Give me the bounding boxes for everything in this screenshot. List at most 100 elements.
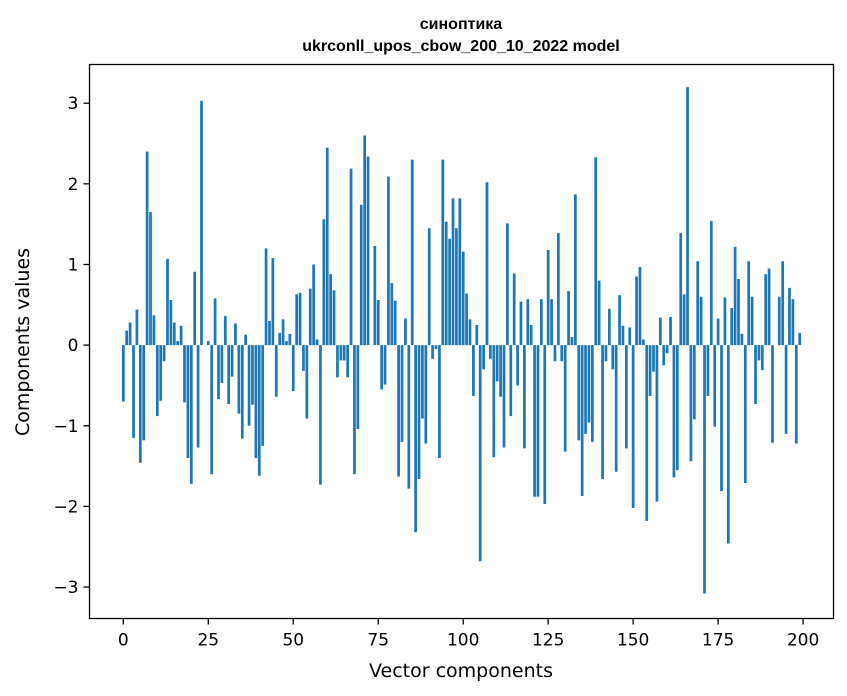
bar bbox=[699, 296, 703, 346]
bar bbox=[570, 337, 574, 346]
bar bbox=[686, 87, 689, 346]
bar bbox=[142, 345, 146, 441]
bar bbox=[121, 345, 125, 402]
bar bbox=[485, 182, 489, 346]
bar bbox=[475, 324, 479, 346]
bar bbox=[665, 345, 669, 354]
bar bbox=[478, 345, 482, 562]
bar bbox=[743, 345, 747, 484]
bar bbox=[750, 296, 754, 346]
bar bbox=[519, 301, 523, 346]
bar bbox=[237, 345, 241, 414]
bar bbox=[356, 345, 360, 429]
bar bbox=[536, 345, 540, 497]
bar bbox=[217, 345, 220, 400]
bar bbox=[672, 345, 676, 478]
y-tick-label: −2 bbox=[53, 497, 78, 517]
bar bbox=[349, 168, 353, 346]
bar bbox=[200, 100, 203, 346]
bar bbox=[387, 176, 390, 346]
bar bbox=[675, 345, 679, 471]
bars-group bbox=[121, 87, 802, 594]
bar bbox=[176, 341, 180, 346]
plot-frame bbox=[88, 63, 835, 620]
bar bbox=[516, 345, 519, 386]
bar bbox=[206, 341, 210, 346]
bar bbox=[679, 233, 683, 346]
bar bbox=[434, 345, 438, 350]
bar bbox=[458, 198, 462, 346]
bar bbox=[302, 345, 305, 371]
bar bbox=[495, 345, 499, 382]
bar bbox=[254, 345, 258, 459]
bar bbox=[526, 299, 530, 346]
bar bbox=[512, 273, 516, 346]
bar bbox=[594, 157, 598, 346]
bar bbox=[329, 274, 333, 346]
bar bbox=[506, 223, 509, 346]
bar bbox=[427, 228, 431, 346]
x-tick-label: 150 bbox=[617, 631, 649, 651]
bar bbox=[390, 283, 394, 346]
y-axis: −3 −2 −1 0 1 2 3 bbox=[53, 94, 90, 598]
bar bbox=[223, 316, 227, 346]
bar bbox=[322, 219, 326, 346]
bar bbox=[132, 345, 135, 438]
x-tick-label: 100 bbox=[447, 631, 479, 651]
bar bbox=[791, 299, 795, 346]
bar bbox=[733, 246, 737, 346]
bar bbox=[597, 280, 601, 346]
bar bbox=[468, 319, 472, 346]
bar bbox=[574, 194, 577, 346]
bar bbox=[417, 345, 421, 479]
bar bbox=[383, 345, 387, 385]
bar bbox=[502, 345, 506, 448]
bar bbox=[740, 333, 744, 346]
bar bbox=[451, 198, 455, 346]
bar bbox=[472, 345, 475, 396]
bar bbox=[189, 345, 193, 484]
bar bbox=[624, 345, 628, 449]
bar bbox=[757, 345, 761, 361]
bar bbox=[580, 345, 584, 496]
bar bbox=[366, 156, 370, 346]
bar bbox=[584, 345, 587, 434]
bar bbox=[308, 288, 312, 346]
x-axis: 0 25 50 75 100 125 150 175 200 bbox=[118, 618, 819, 651]
bar bbox=[155, 345, 159, 417]
bar bbox=[135, 309, 139, 346]
bar bbox=[363, 135, 366, 346]
bar bbox=[720, 345, 723, 492]
x-axis-label: Vector components bbox=[369, 660, 553, 682]
bar bbox=[281, 319, 285, 346]
bar bbox=[689, 345, 693, 462]
bar bbox=[397, 345, 400, 477]
bar bbox=[227, 345, 231, 404]
bar bbox=[193, 271, 197, 346]
bar bbox=[557, 233, 560, 346]
bar bbox=[645, 345, 649, 521]
bar bbox=[274, 345, 278, 397]
bar bbox=[128, 322, 132, 346]
bar bbox=[550, 299, 553, 346]
bar bbox=[251, 345, 254, 405]
chart-title: синоптика bbox=[420, 16, 503, 33]
bar bbox=[271, 258, 275, 346]
bar bbox=[424, 345, 428, 444]
bar bbox=[393, 300, 397, 346]
x-tick-label: 50 bbox=[282, 631, 304, 651]
bar bbox=[523, 345, 526, 449]
bar bbox=[461, 251, 465, 346]
bar bbox=[172, 322, 176, 346]
bar bbox=[764, 274, 768, 346]
bar bbox=[278, 333, 282, 346]
x-tick-label: 125 bbox=[532, 631, 564, 651]
bar bbox=[291, 345, 295, 392]
bar bbox=[336, 345, 339, 378]
bar bbox=[652, 345, 655, 372]
bar bbox=[730, 308, 734, 346]
bar bbox=[771, 345, 774, 443]
x-tick-label: 200 bbox=[787, 631, 819, 651]
y-tick-label: 0 bbox=[68, 336, 79, 356]
bar bbox=[339, 345, 343, 361]
